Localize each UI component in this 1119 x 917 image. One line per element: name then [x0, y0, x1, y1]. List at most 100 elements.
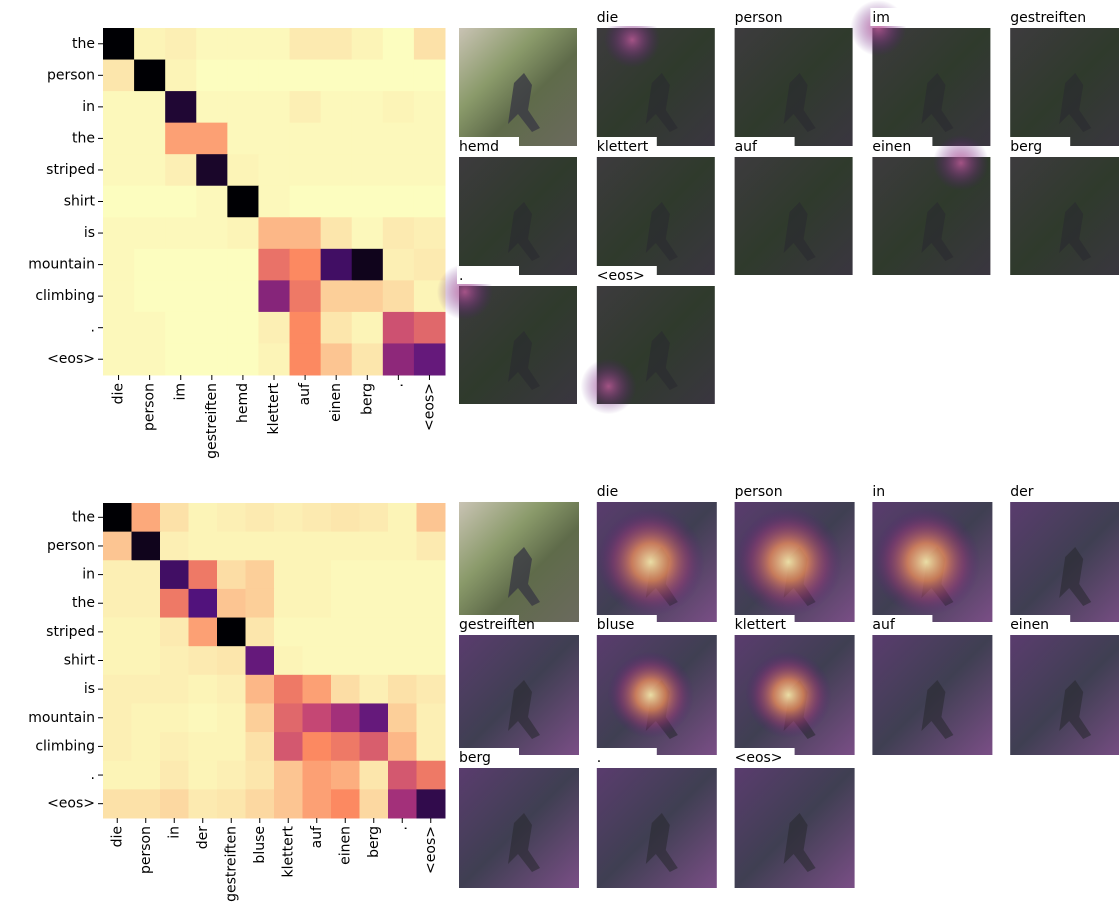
- heatmap-cell: [103, 60, 135, 92]
- heatmap-cell: [134, 91, 166, 123]
- heatmap-cell: [103, 618, 132, 647]
- heatmap-cell: [160, 589, 189, 618]
- heatmap-cell: [134, 249, 166, 281]
- heatmap-cell: [274, 589, 303, 618]
- caption: auf: [872, 617, 895, 633]
- heatmap-cell: [274, 675, 303, 704]
- heatmap-cell: [103, 732, 132, 761]
- heatmap-cell: [165, 28, 197, 60]
- heatmap-cell: [331, 503, 360, 532]
- heatmap-cell: [246, 532, 275, 561]
- heatmap-cell: [331, 532, 360, 561]
- heatmap-cell: [290, 312, 322, 344]
- heatmap-cell: [417, 761, 446, 790]
- heatmap-cell: [246, 560, 275, 589]
- x-tick-label: einen: [337, 826, 353, 865]
- caption: person: [735, 10, 783, 26]
- heatmap-cell: [189, 732, 218, 761]
- heatmap-cell: [274, 646, 303, 675]
- y-tick-label: the: [72, 130, 95, 146]
- heatmap-cell: [388, 503, 417, 532]
- heatmap-cell: [417, 646, 446, 675]
- heatmap-cell: [352, 343, 384, 375]
- heatmap-cell: [246, 703, 275, 732]
- y-tick-label: is: [84, 225, 95, 241]
- heatmap-cell: [414, 249, 446, 281]
- heatmap-cell: [227, 280, 259, 312]
- heatmap-cell: [352, 154, 384, 186]
- heatmap-cell: [103, 154, 135, 186]
- heatmap-cell: [160, 618, 189, 647]
- heatmap-cell: [258, 123, 290, 155]
- y-tick-label: .: [91, 320, 95, 336]
- heatmap-cell: [217, 560, 246, 589]
- heatmap-cell: [414, 28, 446, 60]
- heatmap-cell: [196, 154, 228, 186]
- heatmap-cell: [246, 732, 275, 761]
- heatmap-cell: [360, 532, 389, 561]
- heatmap-cell: [290, 186, 322, 218]
- heatmap-cell: [331, 732, 360, 761]
- heatmap-cell: [414, 154, 446, 186]
- heatmap-cell: [134, 343, 166, 375]
- caption: person: [735, 484, 783, 500]
- caption: die: [597, 484, 618, 500]
- heatmap-cell: [217, 761, 246, 790]
- heatmap-cell: [383, 249, 415, 281]
- heatmap-cell: [217, 532, 246, 561]
- heatmap-cell: [352, 60, 384, 92]
- x-tick-label: im: [173, 383, 189, 401]
- heatmap-cell: [132, 618, 161, 647]
- heatmap-cell: [321, 280, 353, 312]
- heatmap-cell: [383, 28, 415, 60]
- heatmap-cell: [258, 28, 290, 60]
- caption: einen: [872, 139, 911, 155]
- x-tick-label: gestreiften: [223, 826, 239, 902]
- heatmap-cell: [303, 675, 332, 704]
- heatmap-cell: [165, 186, 197, 218]
- heatmap-cell: [321, 343, 353, 375]
- heatmap-cell: [227, 123, 259, 155]
- heatmap-cell: [383, 312, 415, 344]
- y-tick-label: climbing: [35, 288, 95, 304]
- x-tick-label: berg: [359, 383, 375, 415]
- heatmap-cell: [165, 154, 197, 186]
- heatmap-cell: [196, 312, 228, 344]
- y-tick-label: in: [82, 567, 95, 583]
- y-tick-label: in: [82, 99, 95, 115]
- heatmap-cell: [352, 312, 384, 344]
- heatmap-cell: [134, 123, 166, 155]
- heatmap-cell: [160, 789, 189, 818]
- x-tick-label: berg: [366, 826, 382, 858]
- attention-spot: [581, 358, 637, 414]
- y-tick-label: shirt: [64, 194, 96, 210]
- heatmap-cell: [290, 249, 322, 281]
- heatmap-cell: [196, 60, 228, 92]
- heatmap-cell: [132, 732, 161, 761]
- heatmap-cell: [196, 186, 228, 218]
- heatmap-cell: [258, 249, 290, 281]
- heatmap-cell: [388, 732, 417, 761]
- heatmap-cell: [132, 589, 161, 618]
- x-tick-label: auf: [297, 382, 313, 405]
- heatmap-cell: [189, 646, 218, 675]
- heatmap-cell: [134, 217, 166, 249]
- caption: .: [597, 750, 601, 766]
- heatmap-cell: [160, 761, 189, 790]
- caption: <eos>: [735, 750, 783, 766]
- heatmap-cell: [414, 186, 446, 218]
- heatmap-cell: [227, 343, 259, 375]
- heatmap-cell: [414, 343, 446, 375]
- caption: der: [1010, 484, 1033, 500]
- heatmap-cell: [258, 343, 290, 375]
- x-tick-label: <eos>: [423, 826, 439, 874]
- heatmap-cell: [103, 532, 132, 561]
- caption: berg: [1010, 139, 1042, 155]
- heatmap-cell: [189, 789, 218, 818]
- heatmap-cell: [321, 217, 353, 249]
- heatmap-cell: [417, 618, 446, 647]
- y-tick-label: shirt: [64, 653, 96, 669]
- heatmap-cell: [417, 503, 446, 532]
- x-tick-label: klettert: [280, 825, 296, 877]
- heatmap-cell: [290, 91, 322, 123]
